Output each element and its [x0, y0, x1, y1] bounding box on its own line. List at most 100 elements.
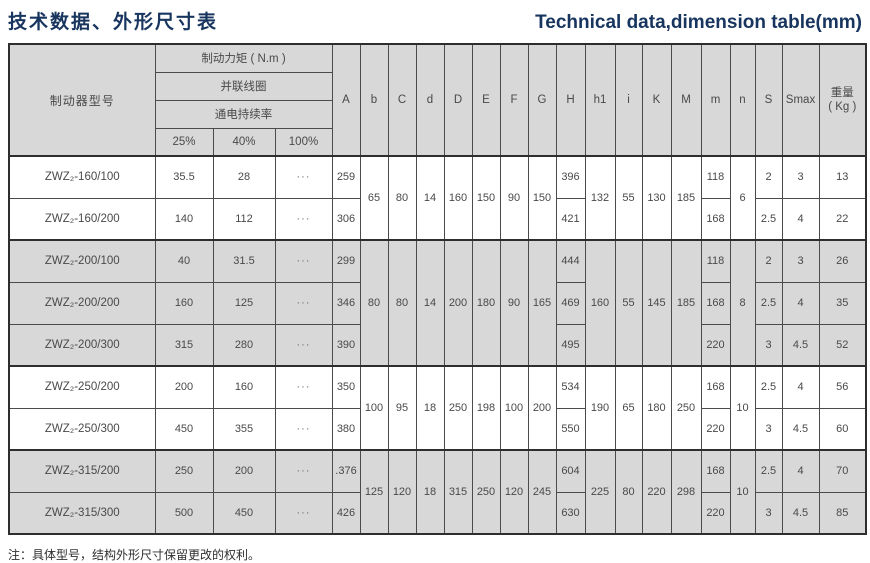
cell-Smax: 4: [781, 365, 820, 409]
cell-F: 90: [499, 239, 529, 367]
cell-model: ZWZ₂-200/200: [8, 281, 156, 325]
cell-Smax: 4.5: [781, 323, 820, 367]
cell-model: ZWZ₂-315/200: [8, 449, 156, 493]
cell-E: 180: [471, 239, 501, 367]
cell-C: 80: [387, 155, 417, 241]
cell-n: 10: [729, 365, 756, 451]
dim-header-M: M: [670, 43, 702, 157]
dim-header-C: C: [387, 43, 417, 157]
dim-header-m: m: [700, 43, 731, 157]
cell-S: 2.5: [754, 281, 783, 325]
table-row: ZWZ₂-160/100 35.5 28 ··· 259 65 80 14 160 150 90 15…: [8, 155, 867, 241]
cell-t100: ···: [274, 197, 333, 241]
cell-t40: 280: [212, 323, 276, 367]
cell-S: 3: [754, 323, 783, 367]
dim-header-n: n: [729, 43, 756, 157]
weight-header-line1: 重量: [830, 86, 854, 99]
cell-t100: ···: [274, 449, 333, 493]
cell-H: 534: [555, 365, 586, 409]
weight-header-line2: ( Kg ): [828, 101, 857, 113]
cell-t40: 355: [212, 407, 276, 451]
cell-model: ZWZ₂-315/300: [8, 491, 156, 535]
cell-model: ZWZ₂-250/200: [8, 365, 156, 409]
cell-Smax: 4: [781, 449, 820, 493]
table-row: ZWZ₂-200/100 40 31.5 ··· 299 80 80 14 200 180 90 16…: [8, 239, 867, 367]
cell-t40: 28: [212, 155, 276, 199]
cell-i: 80: [614, 449, 643, 535]
cell-W: 60: [818, 407, 867, 451]
cell-A: 306: [331, 197, 361, 241]
cell-K: 130: [641, 155, 672, 241]
cell-D: 315: [443, 449, 473, 535]
cell-m: 168: [700, 449, 731, 493]
dim-header-H: H: [555, 43, 586, 157]
cell-H: 495: [555, 323, 586, 367]
cell-d: 14: [415, 239, 445, 367]
cell-S: 2.5: [754, 197, 783, 241]
dim-header-h1: h1: [584, 43, 616, 157]
cell-m: 168: [700, 197, 731, 241]
cell-H: 630: [555, 491, 586, 535]
cell-H: 444: [555, 239, 586, 283]
cell-C: 95: [387, 365, 417, 451]
cell-t25: 160: [154, 281, 214, 325]
cell-m: 220: [700, 491, 731, 535]
cell-m: 220: [700, 407, 731, 451]
dim-header-F: F: [499, 43, 529, 157]
dim-header-K: K: [641, 43, 672, 157]
page-title-zh: 技术数据、外形尺寸表: [8, 12, 219, 33]
duty-col-100: 100%: [274, 127, 333, 157]
cell-A: 426: [331, 491, 361, 535]
cell-t25: 500: [154, 491, 214, 535]
table-row: ZWZ₂-160/200 140 112 ··· 306 421 168 2.5 4 22: [8, 197, 867, 241]
cell-Smax: 4.5: [781, 491, 820, 535]
torque-header: 制动力矩 ( N.m ): [154, 43, 333, 73]
cell-t25: 140: [154, 197, 214, 241]
cell-F: 120: [499, 449, 529, 535]
cell-G: 150: [527, 155, 557, 241]
cell-t25: 315: [154, 323, 214, 367]
table-row: ZWZ₂-250/300 450 355 ··· 380 550 220 3 4.5 60: [8, 407, 867, 451]
cell-m: 220: [700, 323, 731, 367]
cell-H: 550: [555, 407, 586, 451]
cell-D: 250: [443, 365, 473, 451]
cell-G: 245: [527, 449, 557, 535]
table-row: ZWZ₂-200/300 315 280 ··· 390 495 220 3 4.5 52: [8, 323, 867, 367]
dim-header-G: G: [527, 43, 557, 157]
cell-d: 14: [415, 155, 445, 241]
cell-W: 22: [818, 197, 867, 241]
cell-m: 118: [700, 239, 731, 283]
cell-Smax: 4.5: [781, 407, 820, 451]
cell-E: 198: [471, 365, 501, 451]
cell-i: 55: [614, 155, 643, 241]
table-row: ZWZ₂-315/200 250 200 ··· .376 125 120 18 315 250 1…: [8, 449, 867, 535]
cell-H: 604: [555, 449, 586, 493]
cell-H: 396: [555, 155, 586, 199]
cell-t100: ···: [274, 365, 333, 409]
cell-t40: 200: [212, 449, 276, 493]
table-body: ZWZ₂-160/100 35.5 28 ··· 259 65 80 14 160 150 90 15…: [8, 155, 867, 535]
cell-S: 2.5: [754, 449, 783, 493]
dim-header-i: i: [614, 43, 643, 157]
cell-t25: 250: [154, 449, 214, 493]
cell-t100: ···: [274, 239, 333, 283]
dim-header-A: A: [331, 43, 361, 157]
cell-H: 421: [555, 197, 586, 241]
cell-h1: 225: [584, 449, 616, 535]
cell-h1: 132: [584, 155, 616, 241]
cell-G: 200: [527, 365, 557, 451]
cell-W: 26: [818, 239, 867, 283]
cell-K: 180: [641, 365, 672, 451]
table-row: ZWZ₂-315/300 500 450 ··· 426 630 220 3 4.5 85: [8, 491, 867, 535]
duty-header: 通电持续率: [154, 99, 333, 129]
cell-b: 100: [359, 365, 389, 451]
cell-A: 380: [331, 407, 361, 451]
page-title-en: Technical data,dimension table(mm): [535, 12, 862, 33]
cell-A: 390: [331, 323, 361, 367]
cell-t100: ···: [274, 407, 333, 451]
cell-H: 469: [555, 281, 586, 325]
cell-M: 298: [670, 449, 702, 535]
footnote: 注：具体型号，结构外形尺寸保留更改的权利。: [8, 548, 261, 562]
cell-W: 85: [818, 491, 867, 535]
